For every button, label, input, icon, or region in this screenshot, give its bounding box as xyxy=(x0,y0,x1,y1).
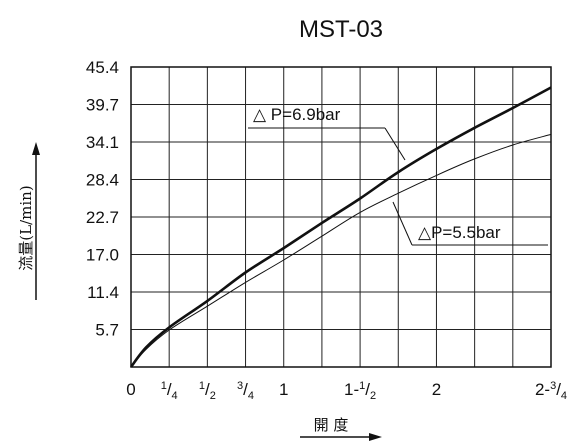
chart-title: MST-03 xyxy=(299,16,383,43)
y-tick-label: 22.7 xyxy=(86,208,119,227)
annotation-p55-label: △P=5.5bar xyxy=(418,223,501,242)
x-axis-ticks: 0 1/4 1/2 3/4 1 1-1/2 2 2-3/4 xyxy=(126,380,567,402)
y-tick-label: 5.7 xyxy=(95,321,119,340)
x-tick-label: 3/4 xyxy=(237,380,254,402)
x-axis-label: 開 度 xyxy=(314,416,349,434)
x-tick-label: 2 xyxy=(432,380,441,399)
plot-frame xyxy=(130,66,552,368)
annotation-p69: △ P=6.9bar xyxy=(248,105,406,161)
y-axis-arrow-head xyxy=(32,142,40,155)
y-tick-label: 39.7 xyxy=(86,96,119,115)
x-tick-label: 2-3/4 xyxy=(535,380,567,402)
y-tick-label: 11.4 xyxy=(87,283,119,302)
x-tick-label: 1 xyxy=(279,380,288,399)
y-axis-label: 流量(L/min) xyxy=(17,185,35,270)
y-tick-label: 28.4 xyxy=(86,171,119,190)
y-tick-label: 45.4 xyxy=(86,58,119,77)
annotation-p55: △P=5.5bar xyxy=(392,201,548,246)
y-axis-title: 流量(L/min) xyxy=(17,185,35,270)
y-axis-ticks: 5.7 11.4 17.0 22.7 28.4 34.1 39.7 45.4 xyxy=(86,58,119,340)
x-tick-label: 1/4 xyxy=(161,380,178,402)
grid xyxy=(131,66,551,367)
y-tick-label: 34.1 xyxy=(86,133,119,152)
x-tick-label: 0 xyxy=(126,380,135,399)
x-axis-arrow-head xyxy=(369,433,382,441)
series-line-1 xyxy=(130,133,552,368)
series-layer xyxy=(129,86,552,368)
annotation-p69-leader xyxy=(384,127,406,161)
y-tick-label: 17.0 xyxy=(86,246,119,265)
annotation-p69-label: △ P=6.9bar xyxy=(253,105,341,124)
annotation-p55-leader xyxy=(392,201,413,246)
x-tick-label: 1-1/2 xyxy=(344,380,376,402)
series-line-0 xyxy=(129,86,552,368)
x-tick-label: 1/2 xyxy=(199,380,216,402)
